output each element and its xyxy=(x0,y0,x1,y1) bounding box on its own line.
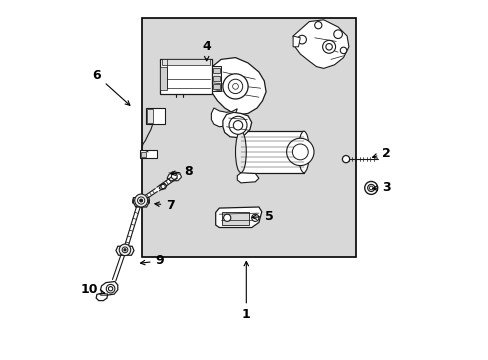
Circle shape xyxy=(106,284,115,293)
Polygon shape xyxy=(159,183,166,190)
Circle shape xyxy=(322,40,335,53)
Bar xyxy=(160,59,212,94)
Circle shape xyxy=(123,249,126,251)
Text: 9: 9 xyxy=(140,255,164,267)
Circle shape xyxy=(140,199,142,202)
Circle shape xyxy=(223,74,247,99)
Circle shape xyxy=(228,116,246,134)
Circle shape xyxy=(297,35,306,44)
Circle shape xyxy=(122,247,127,253)
Text: 2: 2 xyxy=(372,147,390,159)
Polygon shape xyxy=(116,246,134,255)
Bar xyxy=(213,84,219,89)
Polygon shape xyxy=(223,112,251,138)
Polygon shape xyxy=(292,36,300,47)
Circle shape xyxy=(171,174,177,179)
Bar xyxy=(146,109,153,123)
Circle shape xyxy=(286,138,313,166)
Circle shape xyxy=(342,156,349,163)
Polygon shape xyxy=(237,173,258,183)
Circle shape xyxy=(232,84,238,89)
Circle shape xyxy=(368,186,372,190)
Bar xyxy=(162,59,210,65)
Ellipse shape xyxy=(235,131,246,173)
Text: 10: 10 xyxy=(81,283,104,296)
Bar xyxy=(145,108,165,124)
Text: 8: 8 xyxy=(171,165,193,177)
Bar xyxy=(160,67,167,90)
Text: 7: 7 xyxy=(155,199,175,212)
Circle shape xyxy=(364,181,377,194)
Bar xyxy=(212,66,221,91)
Circle shape xyxy=(251,214,258,221)
Circle shape xyxy=(228,79,242,94)
Polygon shape xyxy=(211,108,237,127)
Circle shape xyxy=(108,287,113,291)
Polygon shape xyxy=(215,207,261,228)
Circle shape xyxy=(292,144,307,160)
Circle shape xyxy=(161,184,165,189)
Bar xyxy=(213,76,219,81)
Circle shape xyxy=(233,121,242,130)
Circle shape xyxy=(223,214,230,221)
Text: 6: 6 xyxy=(92,69,130,105)
Circle shape xyxy=(314,22,321,29)
Bar xyxy=(140,150,157,158)
Polygon shape xyxy=(292,20,348,68)
Polygon shape xyxy=(133,198,149,207)
Text: 3: 3 xyxy=(372,181,390,194)
Bar xyxy=(141,152,145,157)
Bar xyxy=(222,212,249,225)
Circle shape xyxy=(333,30,342,39)
Bar xyxy=(213,68,219,73)
Text: 1: 1 xyxy=(242,261,250,321)
Circle shape xyxy=(325,44,332,50)
Ellipse shape xyxy=(298,131,309,173)
Polygon shape xyxy=(96,293,107,301)
Polygon shape xyxy=(101,282,118,295)
Polygon shape xyxy=(167,172,181,181)
Circle shape xyxy=(367,184,374,192)
Circle shape xyxy=(134,194,147,207)
Polygon shape xyxy=(201,58,265,114)
Text: 5: 5 xyxy=(252,210,273,222)
Bar xyxy=(142,18,355,257)
Circle shape xyxy=(119,244,130,256)
Circle shape xyxy=(137,197,144,204)
Text: 4: 4 xyxy=(202,40,211,61)
Bar xyxy=(241,131,303,173)
Circle shape xyxy=(340,47,346,54)
